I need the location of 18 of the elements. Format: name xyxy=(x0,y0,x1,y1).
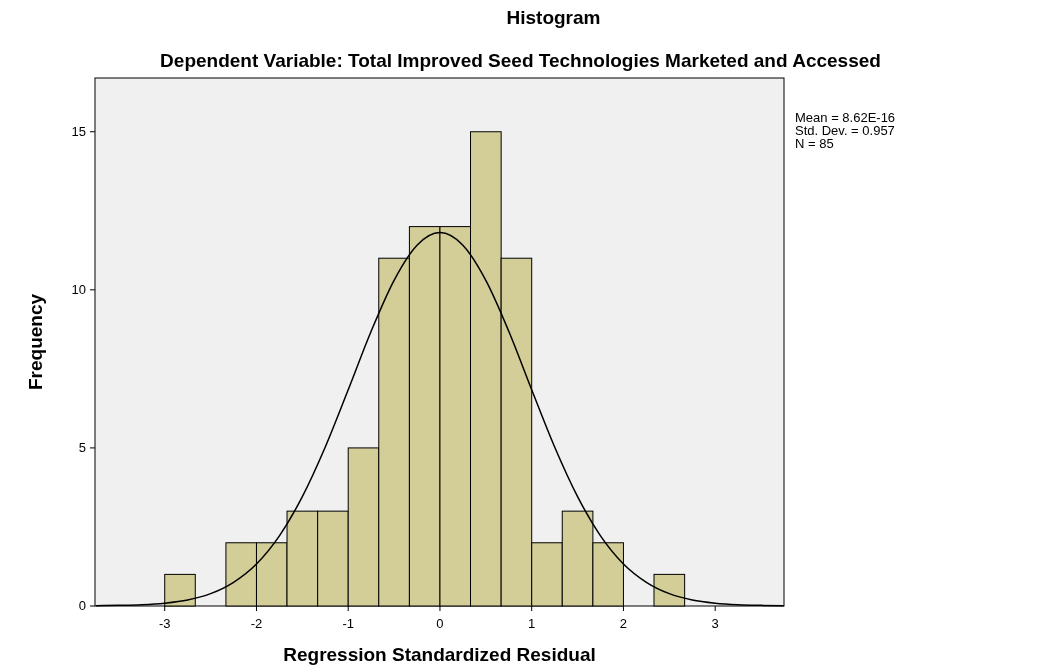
x-tick-label: -2 xyxy=(250,616,263,631)
text: N = 85 xyxy=(795,136,834,151)
x-tick-label: 1 xyxy=(528,616,536,631)
text: Mean = 8.62E-16 xyxy=(795,110,896,125)
y-tick-label: 15 xyxy=(71,123,86,139)
x-tick-label: -3 xyxy=(158,616,171,631)
chart-title: Histogram xyxy=(506,7,601,28)
x-tick-label: 3 xyxy=(711,616,719,631)
y-axis-title: Frequency xyxy=(25,293,46,391)
y-tick-label: 0 xyxy=(78,598,86,613)
x-tick-label: 0 xyxy=(436,616,444,631)
y-tick-label: 10 xyxy=(71,281,86,297)
text: Std. Dev. = 0.957 xyxy=(795,123,895,138)
x-tick-label: -1 xyxy=(342,616,354,631)
x-tick-label: 2 xyxy=(619,616,628,631)
x-axis-title: Regression Standardized Residual xyxy=(283,644,596,665)
y-tick-label: 5 xyxy=(78,439,86,455)
chart-subtitle: Dependent Variable: Total Improved Seed Technologies Marketed and Accessed xyxy=(160,50,881,71)
